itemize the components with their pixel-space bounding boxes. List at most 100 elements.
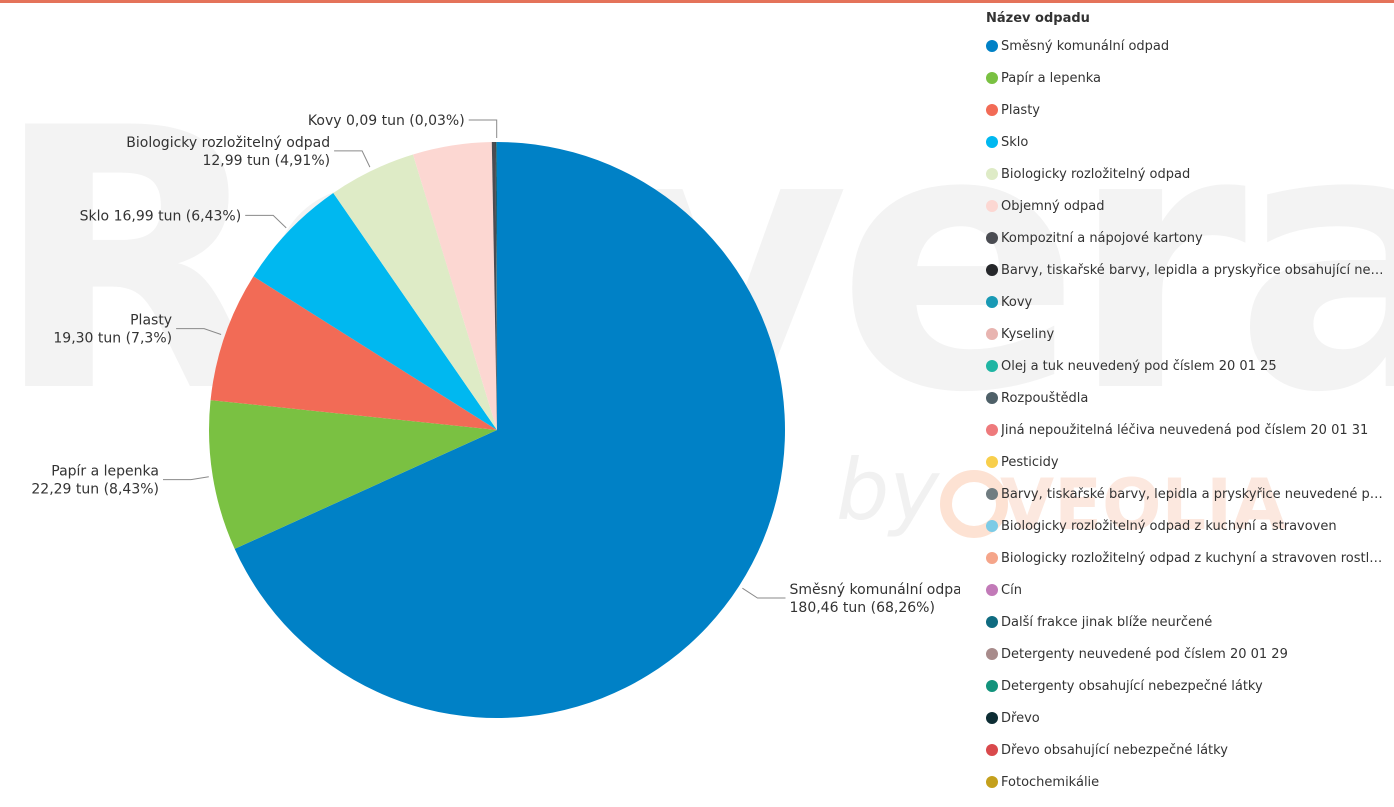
pie-slice[interactable]: [253, 193, 497, 430]
legend-label: Sklo: [1001, 134, 1029, 150]
legend-dot-icon: [986, 456, 998, 468]
legend-item[interactable]: Směsný komunální odpad: [980, 30, 1390, 62]
legend-item[interactable]: Barvy, tiskařské barvy, lepidla a prysky…: [980, 254, 1390, 286]
legend-dot-icon: [986, 136, 998, 148]
pie-slice[interactable]: [234, 142, 785, 718]
legend-dot-icon: [986, 392, 998, 404]
legend-label: Barvy, tiskařské barvy, lepidla a prysky…: [1001, 262, 1384, 278]
legend-label: Směsný komunální odpad: [1001, 38, 1170, 54]
pie-slice[interactable]: [491, 142, 497, 430]
legend-item[interactable]: Biologicky rozložitelný odpad z kuchyní …: [980, 510, 1390, 542]
legend-dot-icon: [986, 616, 998, 628]
legend-label: Kompozitní a nápojové kartony: [1001, 230, 1203, 246]
pie-slice[interactable]: [495, 141, 497, 430]
legend: Název odpadu Směsný komunální odpad Papír…: [980, 8, 1390, 807]
callout-leader-line: [468, 119, 498, 138]
pie-slice[interactable]: [210, 276, 497, 430]
legend-label: Dřevo obsahující nebezpečné látky: [1001, 742, 1228, 758]
legend-label: Detergenty obsahující nebezpečné látky: [1001, 678, 1263, 694]
callout-label: 180,46 tun (68,26%): [790, 600, 935, 616]
legend-item[interactable]: Další frakce jinak blíže neurčené: [980, 606, 1390, 638]
legend-dot-icon: [986, 424, 998, 436]
legend-item[interactable]: Sklo: [980, 126, 1390, 158]
legend-dot-icon: [986, 552, 998, 564]
legend-label: Další frakce jinak blíže neurčené: [1001, 614, 1213, 630]
legend-dot-icon: [986, 680, 998, 692]
callout-leader-line: [176, 328, 222, 335]
callout-label: Biologicky rozložitelný odpad: [126, 135, 330, 151]
callout-label: Sklo 16,99 tun (6,43%): [80, 208, 242, 224]
legend-item[interactable]: Plasty: [980, 94, 1390, 126]
legend-label: Detergenty neuvedené pod číslem 20 01 29: [1001, 646, 1288, 662]
legend-item[interactable]: Olej a tuk neuvedený pod číslem 20 01 25: [980, 350, 1390, 382]
legend-dot-icon: [986, 232, 998, 244]
legend-item[interactable]: Dřevo: [980, 702, 1390, 734]
legend-dot-icon: [986, 104, 998, 116]
legend-dot-icon: [986, 40, 998, 52]
legend-item[interactable]: Papír a lepenka: [980, 62, 1390, 94]
callout-leader-line: [163, 476, 209, 481]
legend-dot-icon: [986, 520, 998, 532]
legend-label: Dřevo: [1001, 710, 1040, 726]
legend-dot-icon: [986, 168, 998, 180]
legend-label: Fotochemikálie: [1001, 774, 1100, 790]
pie-chart: Směsný komunální odpad 180,46 tun (68,26%…: [31, 113, 961, 718]
legend-item[interactable]: Kyseliny: [980, 318, 1390, 350]
legend-item[interactable]: Kompozitní a nápojové kartony: [980, 222, 1390, 254]
legend-item[interactable]: Detergenty obsahující nebezpečné látky: [980, 670, 1390, 702]
legend-item[interactable]: Objemný odpad: [980, 190, 1390, 222]
callout-leader-line: [742, 587, 786, 599]
legend-title: Název odpadu: [986, 11, 1090, 26]
legend-label: Objemný odpad: [1001, 198, 1105, 214]
legend-label: Biologicky rozložitelný odpad z kuchyní …: [1001, 518, 1337, 534]
pie-slice[interactable]: [412, 142, 497, 431]
legend-label: Plasty: [1001, 102, 1040, 118]
pie-slice[interactable]: [333, 154, 497, 430]
callout-label: 19,30 tun (7,3%): [53, 331, 172, 347]
legend-label: Biologicky rozložitelný odpad z kuchyní …: [1001, 550, 1383, 566]
legend-label: Rozpouštědla: [1001, 390, 1089, 406]
legend-label: Papír a lepenka: [1001, 70, 1102, 86]
legend-item[interactable]: Jiná nepoužitelná léčiva neuvedená pod č…: [980, 414, 1390, 446]
legend-dot-icon: [986, 328, 998, 340]
callout-label: 12,99 tun (4,91%): [202, 153, 330, 169]
top-accent-rule: [0, 0, 1394, 3]
callout-leader-line: [334, 150, 371, 168]
legend-item[interactable]: Hliník: [980, 798, 1390, 807]
legend-items: Směsný komunální odpad Papír a lepenka Pla…: [980, 30, 1390, 807]
callout-label: Plasty: [130, 313, 172, 329]
legend-dot-icon: [986, 584, 998, 596]
legend-label: Kyseliny: [1001, 326, 1055, 342]
legend-item[interactable]: Fotochemikálie: [980, 766, 1390, 798]
legend-label: Jiná nepoužitelná léčiva neuvedená pod č…: [1001, 422, 1369, 438]
legend-item[interactable]: Detergenty neuvedené pod číslem 20 01 29: [980, 638, 1390, 670]
legend-item[interactable]: Biologicky rozložitelný odpad z kuchyní …: [980, 542, 1390, 574]
legend-dot-icon: [986, 712, 998, 724]
legend-label: Barvy, tiskařské barvy, lepidla a prysky…: [1001, 486, 1383, 502]
legend-dot-icon: [986, 488, 998, 500]
legend-item[interactable]: Kovy: [980, 286, 1390, 318]
legend-item[interactable]: Cín: [980, 574, 1390, 606]
callout-label: 22,29 tun (8,43%): [31, 482, 159, 498]
legend-item[interactable]: Rozpouštědla: [980, 382, 1390, 414]
pie-slice[interactable]: [209, 400, 498, 549]
legend-item[interactable]: Pesticidy: [980, 446, 1390, 478]
callout-label: Směsný komunální odpad: [790, 582, 961, 598]
legend-label: Kovy: [1001, 294, 1033, 310]
pie-slice[interactable]: [496, 141, 497, 431]
legend-dot-icon: [986, 744, 998, 756]
legend-item[interactable]: Dřevo obsahující nebezpečné látky: [980, 734, 1390, 766]
legend-dot-icon: [986, 296, 998, 308]
legend-dot-icon: [986, 360, 998, 372]
callout-leader-line: [245, 214, 287, 229]
legend-label: Biologicky rozložitelný odpad: [1001, 166, 1191, 182]
legend-dot-icon: [986, 264, 998, 276]
legend-dot-icon: [986, 200, 998, 212]
legend-label: Olej a tuk neuvedený pod číslem 20 01 25: [1001, 358, 1277, 374]
legend-dot-icon: [986, 776, 998, 788]
legend-item[interactable]: Biologicky rozložitelný odpad: [980, 158, 1390, 190]
legend-dot-icon: [986, 72, 998, 84]
callout-label: Kovy 0,09 tun (0,03%): [308, 113, 465, 129]
legend-item[interactable]: Barvy, tiskařské barvy, lepidla a prysky…: [980, 478, 1390, 510]
